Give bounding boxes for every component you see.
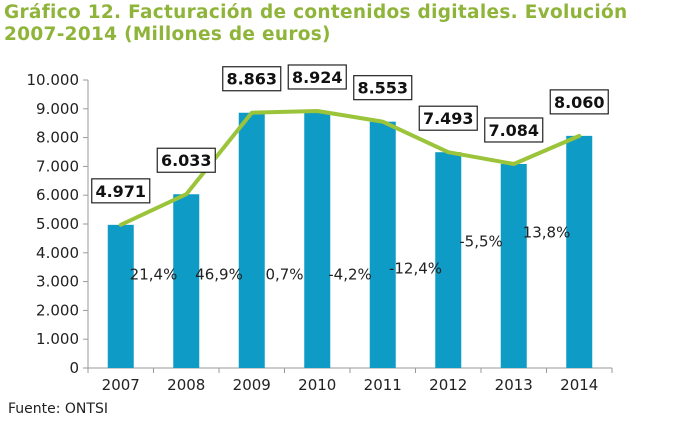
- x-tick-label: 2008: [167, 376, 205, 394]
- y-tick-label: 4.000: [36, 244, 79, 262]
- x-tick-label: 2014: [560, 376, 598, 394]
- value-label-group: 8.553: [354, 76, 412, 100]
- bar-2011: [370, 122, 396, 368]
- y-tick-label: 7.000: [36, 157, 79, 175]
- growth-label: -12,4%: [389, 260, 442, 278]
- value-label: 8.060: [554, 93, 605, 112]
- bar-2014: [566, 136, 592, 368]
- growth-label: 0,7%: [265, 265, 303, 283]
- value-label: 8.924: [292, 68, 343, 87]
- x-tick-label: 2010: [298, 376, 336, 394]
- value-label: 7.493: [423, 109, 474, 128]
- value-label: 7.084: [488, 121, 539, 140]
- growth-label: 13,8%: [523, 224, 571, 242]
- value-label-group: 7.084: [485, 118, 543, 142]
- value-label: 8.553: [357, 79, 408, 98]
- y-tick-label: 3.000: [36, 273, 79, 291]
- value-label-group: 4.971: [92, 179, 150, 203]
- x-tick-label: 2009: [233, 376, 271, 394]
- value-label-group: 7.493: [419, 106, 477, 130]
- x-tick-label: 2007: [102, 376, 140, 394]
- value-label-group: 8.924: [288, 65, 346, 89]
- value-label: 8.863: [226, 70, 277, 89]
- bar-2007: [108, 225, 134, 368]
- value-label-group: 8.060: [550, 90, 608, 114]
- y-tick-label: 10.000: [27, 71, 80, 89]
- y-tick-label: 8.000: [36, 129, 79, 147]
- y-tick-label: 9.000: [36, 100, 79, 118]
- bar-2009: [239, 113, 265, 368]
- value-label: 6.033: [161, 151, 212, 170]
- bar-2013: [501, 164, 527, 368]
- y-tick-label: 0: [69, 359, 79, 377]
- y-tick-label: 1.000: [36, 330, 79, 348]
- y-tick-label: 2.000: [36, 301, 79, 319]
- value-label-group: 6.033: [157, 148, 215, 172]
- y-tick-label: 5.000: [36, 215, 79, 233]
- x-tick-label: 2011: [364, 376, 402, 394]
- x-tick-label: 2013: [495, 376, 533, 394]
- value-label: 4.971: [95, 182, 146, 201]
- growth-label: 21,4%: [130, 265, 178, 283]
- growth-label: 46,9%: [195, 265, 243, 283]
- value-label-group: 8.863: [223, 67, 281, 91]
- growth-label: -4,2%: [328, 265, 372, 283]
- bar-2010: [304, 111, 330, 368]
- y-tick-label: 6.000: [36, 186, 79, 204]
- x-tick-label: 2012: [429, 376, 467, 394]
- growth-label: -5,5%: [459, 232, 503, 250]
- source-note: Fuente: ONTSI: [8, 401, 108, 417]
